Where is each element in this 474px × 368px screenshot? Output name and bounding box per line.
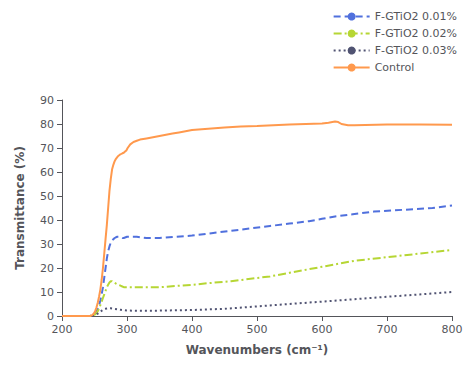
svg-text:0: 0 xyxy=(47,310,54,323)
svg-text:800: 800 xyxy=(442,323,463,336)
svg-text:F-GTiO2 0.03%: F-GTiO2 0.03% xyxy=(375,44,457,57)
svg-text:90: 90 xyxy=(40,94,54,107)
svg-text:F-GTiO2 0.01%: F-GTiO2 0.01% xyxy=(375,10,457,23)
svg-text:20: 20 xyxy=(40,262,54,275)
svg-text:600: 600 xyxy=(312,323,333,336)
svg-text:Control: Control xyxy=(375,61,415,74)
svg-text:Wavenumbers (cm⁻¹): Wavenumbers (cm⁻¹) xyxy=(186,343,329,357)
svg-text:F-GTiO2 0.02%: F-GTiO2 0.02% xyxy=(375,27,457,40)
svg-text:400: 400 xyxy=(182,323,203,336)
svg-text:Transmittance (%): Transmittance (%) xyxy=(13,146,27,270)
svg-text:10: 10 xyxy=(40,286,54,299)
svg-text:60: 60 xyxy=(40,166,54,179)
svg-text:40: 40 xyxy=(40,214,54,227)
svg-text:30: 30 xyxy=(40,238,54,251)
svg-text:200: 200 xyxy=(52,323,73,336)
svg-text:50: 50 xyxy=(40,190,54,203)
svg-text:70: 70 xyxy=(40,142,54,155)
svg-text:500: 500 xyxy=(247,323,268,336)
svg-text:700: 700 xyxy=(377,323,398,336)
svg-text:80: 80 xyxy=(40,118,54,131)
svg-text:300: 300 xyxy=(117,323,138,336)
